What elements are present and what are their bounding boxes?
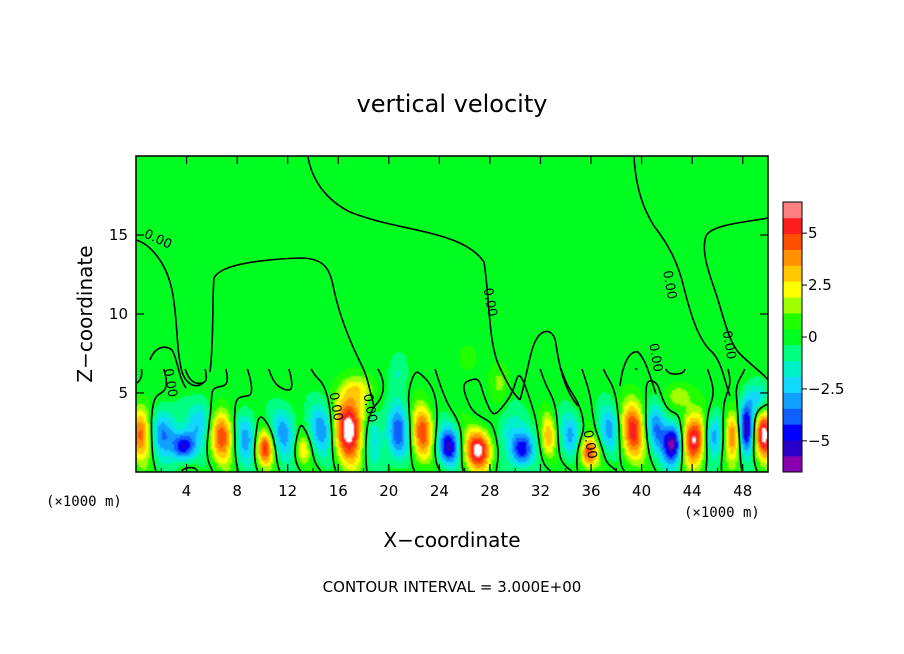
colorbar-swatch bbox=[783, 297, 802, 314]
x-tick-label: 32 bbox=[531, 482, 550, 500]
colorbar-swatch bbox=[783, 233, 802, 250]
zero-contour-lower bbox=[136, 368, 768, 472]
zero-contour-upper bbox=[135, 239, 205, 387]
x-axis-label: X−coordinate bbox=[383, 528, 520, 552]
x-axis-unit-left: (×1000 m) bbox=[46, 494, 122, 510]
contour-label: 0.00 bbox=[659, 269, 679, 300]
chart-title: vertical velocity bbox=[357, 90, 548, 118]
colorbar-swatch bbox=[783, 408, 802, 425]
colorbar-swatch bbox=[783, 456, 802, 473]
x-tick-label: 48 bbox=[733, 482, 752, 500]
colorbar-swatch bbox=[783, 392, 802, 409]
colorbar-tick-label: 2.5 bbox=[808, 276, 832, 294]
y-axis-ticks: 5 10 15 bbox=[109, 226, 768, 402]
zero-contours bbox=[135, 156, 769, 472]
y-tick-label: 5 bbox=[118, 384, 128, 402]
colorbar-swatch bbox=[783, 281, 802, 298]
zero-contour-upper bbox=[149, 346, 187, 389]
velocity-field bbox=[136, 156, 768, 472]
contour-label: 0.00 bbox=[160, 367, 180, 398]
x-tick-label: 20 bbox=[379, 482, 398, 500]
colorbar-tick-label: 5 bbox=[808, 224, 818, 242]
x-tick-label: 40 bbox=[632, 482, 651, 500]
colorbar-swatch bbox=[783, 424, 802, 441]
zero-contour-upper bbox=[519, 330, 579, 407]
zero-contour-upper bbox=[619, 351, 657, 395]
contour-interval-note: CONTOUR INTERVAL = 3.000E+00 bbox=[323, 578, 582, 596]
x-tick-label: 8 bbox=[232, 482, 242, 500]
colorbar-swatch bbox=[783, 202, 802, 219]
x-tick-label: 36 bbox=[581, 482, 600, 500]
y-axis-label: Z−coordinate bbox=[73, 245, 97, 382]
contour-label: 0.00 bbox=[645, 342, 665, 373]
x-tick-label: 44 bbox=[683, 482, 702, 500]
x-tick-label: 16 bbox=[329, 482, 348, 500]
colorbar-swatch bbox=[783, 440, 802, 457]
x-axis-unit-right: (×1000 m) bbox=[684, 505, 760, 521]
contour-labels: 0.000.000.00 0.000.000.000.000.000.00 bbox=[141, 227, 738, 460]
colorbar-swatch bbox=[783, 217, 802, 235]
y-tick-label: 10 bbox=[109, 305, 128, 323]
plot-area bbox=[136, 156, 768, 472]
colorbar-swatch bbox=[783, 249, 802, 266]
colorbar-tick-label: −2.5 bbox=[808, 380, 844, 398]
colorbar-swatch bbox=[783, 376, 802, 393]
colorbar: 5 2.5 0 −2.5 −5 bbox=[782, 201, 844, 473]
zero-contour-upper bbox=[307, 156, 521, 401]
colorbar-swatch bbox=[783, 329, 802, 346]
x-tick-label: 24 bbox=[430, 482, 449, 500]
contour-label: 0.00 bbox=[325, 391, 345, 422]
contour-label: 0.00 bbox=[480, 287, 500, 318]
x-tick-label: 12 bbox=[278, 482, 297, 500]
colorbar-swatch bbox=[783, 313, 802, 330]
x-tick-label: 4 bbox=[182, 482, 192, 500]
colorbar-tick-label: 0 bbox=[808, 328, 818, 346]
colorbar-swatch bbox=[783, 360, 802, 378]
zero-contour-upper bbox=[209, 257, 375, 407]
colorbar-swatch bbox=[783, 344, 802, 362]
contour-label: 0.00 bbox=[360, 393, 380, 424]
colorbar-tick-label: −5 bbox=[808, 432, 830, 450]
contour-label: 0.00 bbox=[580, 429, 600, 460]
colorbar-swatch bbox=[783, 265, 802, 282]
x-tick-label: 28 bbox=[480, 482, 499, 500]
x-axis-ticks: 4 8 12 16 20 24 28 32 36 40 44 48 bbox=[160, 156, 752, 500]
contour-label: 0.00 bbox=[719, 329, 739, 360]
zero-contour-upper bbox=[633, 156, 731, 397]
zero-contour-upper bbox=[703, 217, 769, 381]
y-tick-label: 15 bbox=[109, 226, 128, 244]
